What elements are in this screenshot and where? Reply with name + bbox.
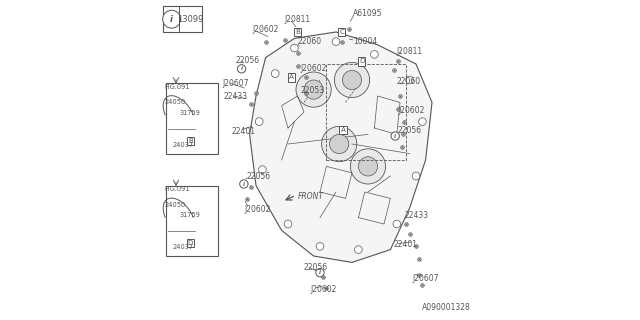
Text: 22056: 22056 xyxy=(246,172,271,181)
Circle shape xyxy=(237,65,246,73)
Text: 24050: 24050 xyxy=(165,202,186,208)
Circle shape xyxy=(322,126,357,162)
Circle shape xyxy=(393,220,401,228)
Circle shape xyxy=(296,72,332,107)
Text: J20602: J20602 xyxy=(300,64,326,73)
Polygon shape xyxy=(250,32,432,262)
Circle shape xyxy=(351,149,385,184)
Circle shape xyxy=(412,172,420,180)
Bar xyxy=(326,64,406,160)
Circle shape xyxy=(419,118,426,125)
Bar xyxy=(166,83,218,154)
Text: J20811: J20811 xyxy=(285,15,311,24)
Text: 22401: 22401 xyxy=(394,240,418,249)
Text: FIG.091: FIG.091 xyxy=(165,186,190,192)
Text: 22056: 22056 xyxy=(398,126,422,135)
Circle shape xyxy=(342,70,362,90)
Text: 24037: 24037 xyxy=(173,141,194,148)
Text: J20602: J20602 xyxy=(310,285,337,294)
Circle shape xyxy=(316,268,324,277)
Text: A61095: A61095 xyxy=(353,9,383,18)
Circle shape xyxy=(316,243,324,250)
Bar xyxy=(166,186,218,256)
Circle shape xyxy=(371,51,378,58)
Circle shape xyxy=(406,76,413,84)
Text: 31759: 31759 xyxy=(179,212,200,218)
Text: 22401: 22401 xyxy=(232,127,256,136)
Text: J20607: J20607 xyxy=(223,79,249,88)
Text: 22060: 22060 xyxy=(298,37,322,46)
Text: 10004: 10004 xyxy=(354,37,378,46)
Circle shape xyxy=(391,132,399,140)
Text: J20602: J20602 xyxy=(399,106,425,115)
Text: 24050: 24050 xyxy=(165,99,186,105)
Text: FRONT: FRONT xyxy=(298,192,324,201)
Text: 22433: 22433 xyxy=(405,212,429,220)
Text: FIG.091: FIG.091 xyxy=(165,84,190,90)
Text: 22433: 22433 xyxy=(224,92,248,100)
Circle shape xyxy=(284,220,292,228)
Text: A090001328: A090001328 xyxy=(422,303,471,312)
Text: 31759: 31759 xyxy=(179,110,200,116)
Text: J20607: J20607 xyxy=(413,274,439,283)
Text: i: i xyxy=(319,270,321,275)
Circle shape xyxy=(332,38,340,45)
Text: J20602: J20602 xyxy=(245,205,271,214)
Circle shape xyxy=(240,180,248,188)
Text: i: i xyxy=(394,133,396,139)
Circle shape xyxy=(259,166,266,173)
Text: C: C xyxy=(339,29,344,35)
Circle shape xyxy=(334,62,370,98)
Text: D: D xyxy=(188,240,193,246)
Circle shape xyxy=(255,118,263,125)
Text: J20602: J20602 xyxy=(253,25,279,34)
Text: 22060: 22060 xyxy=(397,77,421,86)
Text: B: B xyxy=(188,138,193,144)
Text: 24037: 24037 xyxy=(173,244,194,250)
Circle shape xyxy=(330,134,349,154)
Bar xyxy=(163,6,202,32)
Text: 13099: 13099 xyxy=(177,15,204,24)
Text: A: A xyxy=(340,127,346,133)
Circle shape xyxy=(291,44,298,52)
Circle shape xyxy=(163,10,180,28)
Circle shape xyxy=(304,80,323,99)
Circle shape xyxy=(355,246,362,253)
Text: 22056: 22056 xyxy=(304,263,328,272)
Text: i: i xyxy=(170,15,173,24)
Text: 22056: 22056 xyxy=(236,56,259,65)
Text: 22053: 22053 xyxy=(300,86,324,95)
Text: D: D xyxy=(359,59,364,64)
Text: J20811: J20811 xyxy=(397,47,423,56)
Circle shape xyxy=(271,70,279,77)
Text: i: i xyxy=(241,66,243,71)
Text: A: A xyxy=(289,75,294,80)
Circle shape xyxy=(358,157,378,176)
Text: B: B xyxy=(295,29,300,35)
Text: i: i xyxy=(243,181,244,187)
